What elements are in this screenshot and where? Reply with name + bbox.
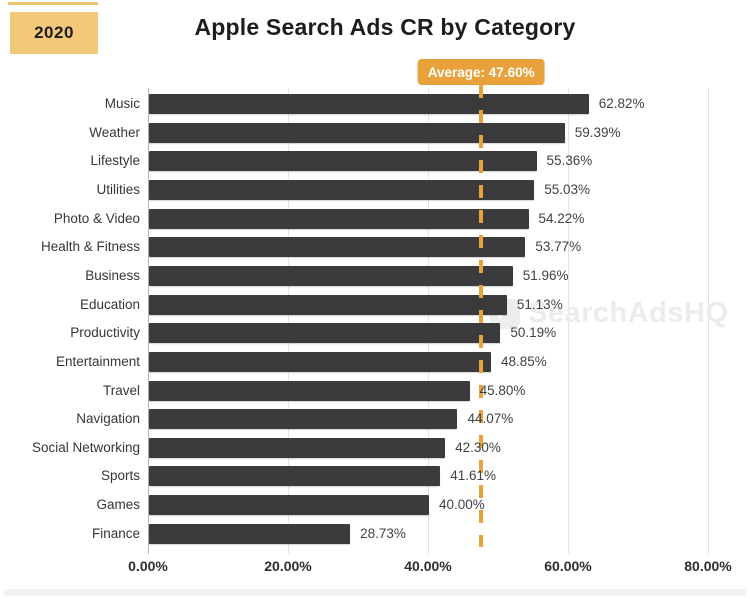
x-tick-label: 20.00% [264,558,312,574]
value-label: 59.39% [574,124,621,140]
bar [149,294,507,315]
bar [149,208,529,229]
value-label: 55.36% [546,153,593,169]
value-label: 28.73% [360,525,406,541]
year-badge: 2020 [10,12,98,54]
value-label: 53.77% [535,239,582,255]
bar [149,151,537,172]
category-label: Lifestyle [90,153,140,169]
category-label: Business [85,267,140,283]
value-label: 40.00% [439,497,485,513]
bar [149,495,429,516]
category-label: Games [96,497,140,513]
category-label: Photo & Video [53,210,140,226]
category-label: Utilities [96,181,140,197]
x-tick-label: 0.00% [128,558,168,574]
category-label: Sports [100,468,140,484]
value-label: 62.82% [598,96,645,111]
bar [149,179,535,200]
average-reference-line [479,85,484,547]
category-label: Music [104,96,140,111]
value-label: 54.22% [538,210,585,226]
value-label: 51.96% [522,267,569,283]
category-label: Social Networking [31,439,140,455]
x-tick-label: 40.00% [404,558,452,574]
bar [149,94,589,114]
bar [149,237,526,258]
bar [149,409,458,430]
value-label: 50.19% [510,325,557,341]
y-axis-line [148,88,149,554]
bar [149,122,565,143]
average-badge: Average: 47.60% [417,59,545,85]
bar [149,265,513,286]
category-label: Finance [91,525,140,541]
bar [149,523,351,544]
value-label: 55.03% [544,181,590,197]
bar [149,351,491,372]
category-label: Navigation [76,411,140,427]
category-label: Education [79,296,140,312]
category-label: Health & Fitness [40,239,140,255]
gridline [568,88,569,554]
bar [149,323,501,344]
page-title: Apple Search Ads CR by Category [194,14,576,40]
category-label: Productivity [70,325,140,341]
value-label: 44.07% [467,411,514,427]
gridline [428,88,429,554]
bar [149,380,470,401]
x-tick-label: 80.00% [684,558,732,574]
category-label: Entertainment [55,353,140,369]
top-accent-line [8,2,98,5]
bar [149,466,441,487]
category-label: Weather [89,124,140,140]
value-label: 45.80% [479,382,526,398]
bar [149,437,446,458]
gridline [288,88,289,554]
value-label: 51.13% [516,296,563,312]
value-label: 42.30% [455,439,501,455]
category-label: Travel [102,382,140,398]
x-tick-label: 60.00% [544,558,592,574]
bottom-scroll-strip [4,589,746,596]
value-label: 48.85% [500,353,547,369]
value-label: 41.61% [450,468,497,484]
gridline [708,88,709,554]
